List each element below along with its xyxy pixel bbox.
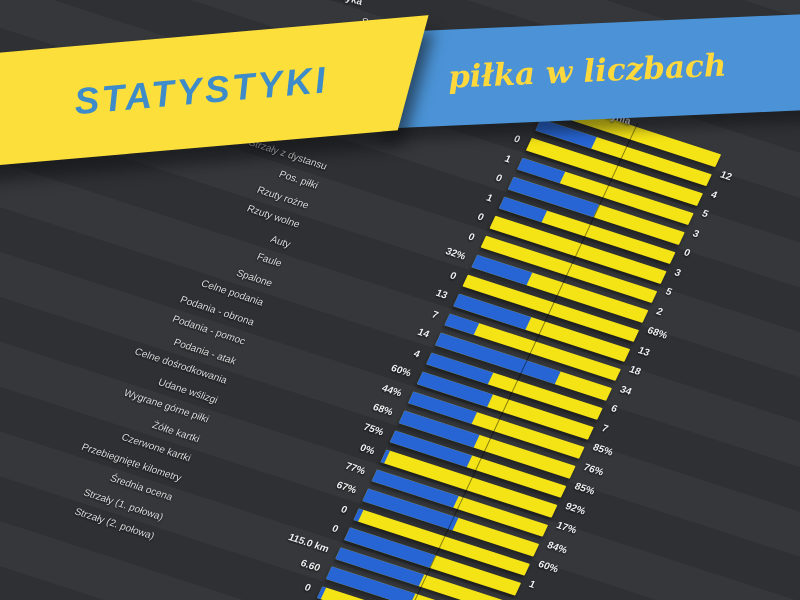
stat-bar-home-segment: [489, 215, 496, 228]
stat-bar-home-segment: [316, 585, 327, 600]
stat-bar-home-segment: [526, 137, 532, 151]
stat-bar-home-segment: [380, 449, 390, 463]
title-banner-left-text: STATYSTYKI: [72, 59, 330, 123]
stat-bar-home-segment: [353, 507, 365, 522]
stat-bar-home-segment: [480, 235, 487, 248]
title-banner-right-text: piłka w liczbach: [447, 47, 728, 96]
stat-bar-home-segment: [462, 274, 469, 287]
